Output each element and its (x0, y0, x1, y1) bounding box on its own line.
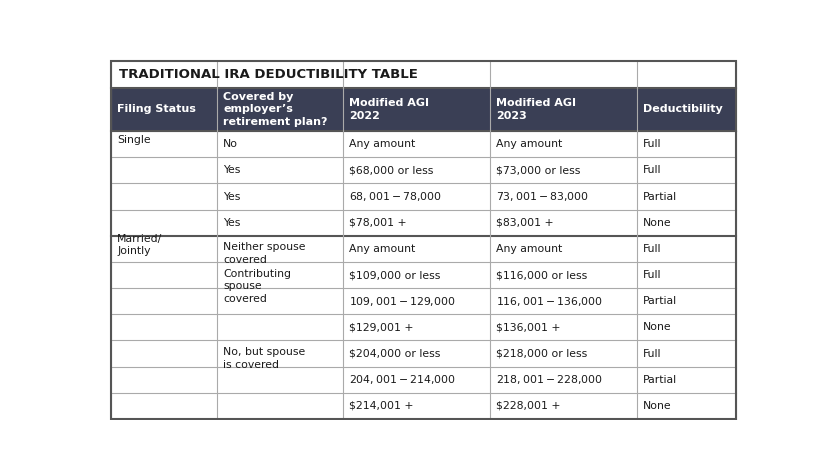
Text: TRADITIONAL IRA DEDUCTIBILITY TABLE: TRADITIONAL IRA DEDUCTIBILITY TABLE (119, 68, 417, 81)
Text: $218,000 or less: $218,000 or less (496, 348, 587, 359)
Text: $73,000 or less: $73,000 or less (496, 165, 581, 176)
Text: $73,001-$83,000: $73,001-$83,000 (496, 190, 589, 203)
Text: Married/
Jointly: Married/ Jointly (117, 234, 163, 256)
Text: $116,001-$136,000: $116,001-$136,000 (496, 295, 603, 308)
Text: Any amount: Any amount (349, 139, 415, 149)
Text: Any amount: Any amount (349, 244, 415, 254)
Text: Full: Full (643, 348, 662, 359)
Text: Full: Full (643, 244, 662, 254)
Text: $129,001 +: $129,001 + (349, 322, 414, 332)
Text: Yes: Yes (223, 192, 240, 202)
Text: None: None (643, 401, 672, 411)
Text: Full: Full (643, 270, 662, 280)
Text: Yes: Yes (223, 165, 240, 176)
Text: $218,001-$228,000: $218,001-$228,000 (496, 373, 603, 386)
Text: Any amount: Any amount (496, 139, 563, 149)
Text: Filing Status: Filing Status (117, 104, 197, 114)
Text: $109,000 or less: $109,000 or less (349, 270, 441, 280)
Text: Partial: Partial (643, 375, 677, 385)
Text: $228,001 +: $228,001 + (496, 401, 561, 411)
Text: $136,001 +: $136,001 + (496, 322, 561, 332)
Text: $116,000 or less: $116,000 or less (496, 270, 587, 280)
Text: Covered by
employer’s
retirement plan?: Covered by employer’s retirement plan? (223, 92, 328, 127)
Text: Any amount: Any amount (496, 244, 563, 254)
Text: Partial: Partial (643, 192, 677, 202)
Text: $83,001 +: $83,001 + (496, 218, 554, 228)
Text: Modified AGI
2023: Modified AGI 2023 (496, 98, 577, 121)
Text: Full: Full (643, 139, 662, 149)
Text: Contributing
spouse
covered: Contributing spouse covered (223, 269, 292, 304)
Text: $109,001-$129,000: $109,001-$129,000 (349, 295, 456, 308)
Text: $68,001-$78,000: $68,001-$78,000 (349, 190, 443, 203)
Text: Full: Full (643, 165, 662, 176)
Bar (111, 87, 736, 131)
Text: None: None (643, 322, 672, 332)
Text: Modified AGI
2022: Modified AGI 2022 (349, 98, 430, 121)
Text: Partial: Partial (643, 296, 677, 306)
Text: $68,000 or less: $68,000 or less (349, 165, 434, 176)
Text: $204,001-$214,000: $204,001-$214,000 (349, 373, 456, 386)
Text: $78,001 +: $78,001 + (349, 218, 407, 228)
Text: Deductibility: Deductibility (643, 104, 723, 114)
Text: Neither spouse
covered: Neither spouse covered (223, 242, 306, 265)
Text: Single: Single (117, 135, 151, 145)
Text: None: None (643, 218, 672, 228)
Bar (111, 61, 736, 87)
Text: No: No (223, 139, 238, 149)
Text: $214,001 +: $214,001 + (349, 401, 414, 411)
Text: Yes: Yes (223, 218, 240, 228)
Text: No, but spouse
is covered: No, but spouse is covered (223, 347, 306, 370)
Text: $204,000 or less: $204,000 or less (349, 348, 441, 359)
